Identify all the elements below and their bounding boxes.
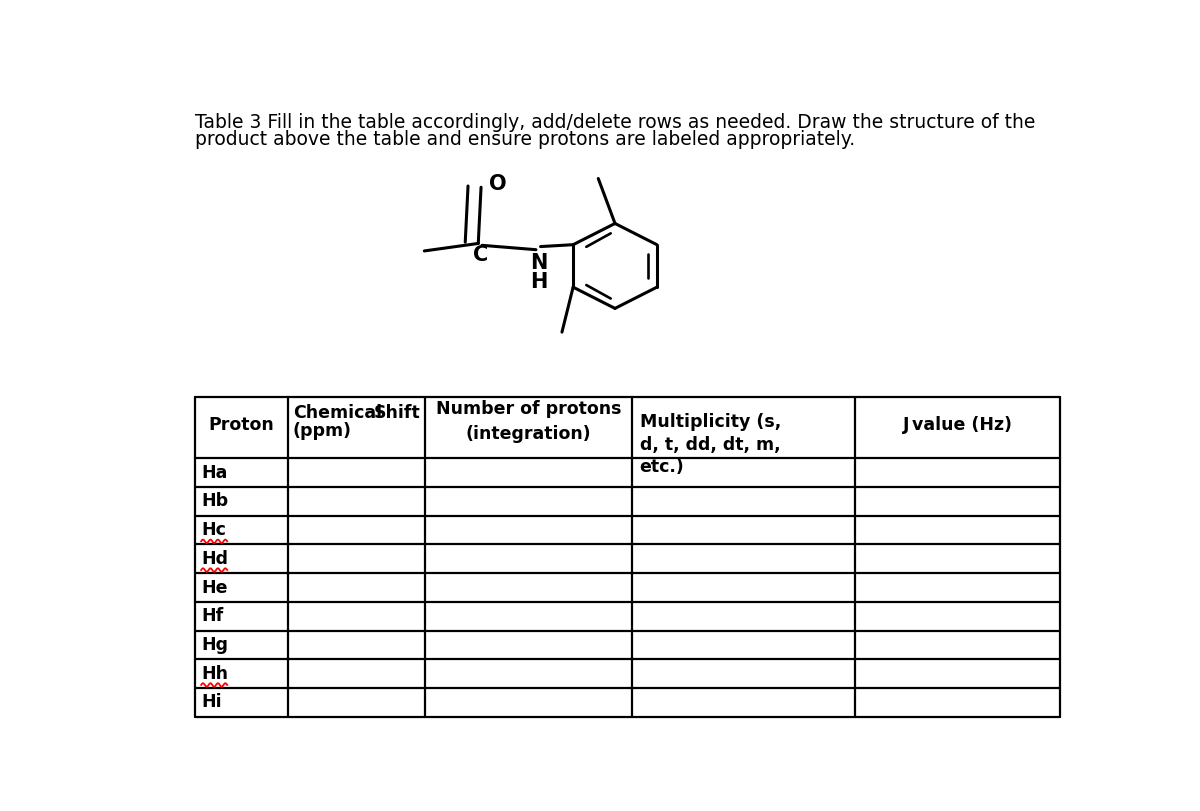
Text: Hc: Hc <box>202 521 226 539</box>
Text: Hf: Hf <box>202 607 223 625</box>
Text: H: H <box>530 272 547 292</box>
Text: O: O <box>488 174 506 194</box>
Text: Chemical: Chemical <box>293 404 382 422</box>
Text: Table 3 Fill in the table accordingly, add/delete rows as needed. Draw the struc: Table 3 Fill in the table accordingly, a… <box>194 113 1036 132</box>
Text: He: He <box>202 578 228 597</box>
Text: Hh: Hh <box>202 665 228 683</box>
Text: product above the table and ensure protons are labeled appropriately.: product above the table and ensure proto… <box>194 130 854 148</box>
Text: N: N <box>530 253 547 273</box>
Text: Hb: Hb <box>202 492 228 510</box>
Text: Hd: Hd <box>202 550 228 568</box>
Text: Shift: Shift <box>373 404 420 422</box>
Text: J value (Hz): J value (Hz) <box>902 415 1013 434</box>
Text: C: C <box>474 245 488 264</box>
Text: Ha: Ha <box>202 464 228 482</box>
Text: Proton: Proton <box>209 415 275 434</box>
Text: Multiplicity (s,
d, t, dd, dt, m,
etc.): Multiplicity (s, d, t, dd, dt, m, etc.) <box>640 413 781 477</box>
Text: (ppm): (ppm) <box>293 422 352 440</box>
Text: Hg: Hg <box>202 636 228 654</box>
Text: Hi: Hi <box>202 693 222 711</box>
Text: Number of protons
(integration): Number of protons (integration) <box>436 400 622 443</box>
